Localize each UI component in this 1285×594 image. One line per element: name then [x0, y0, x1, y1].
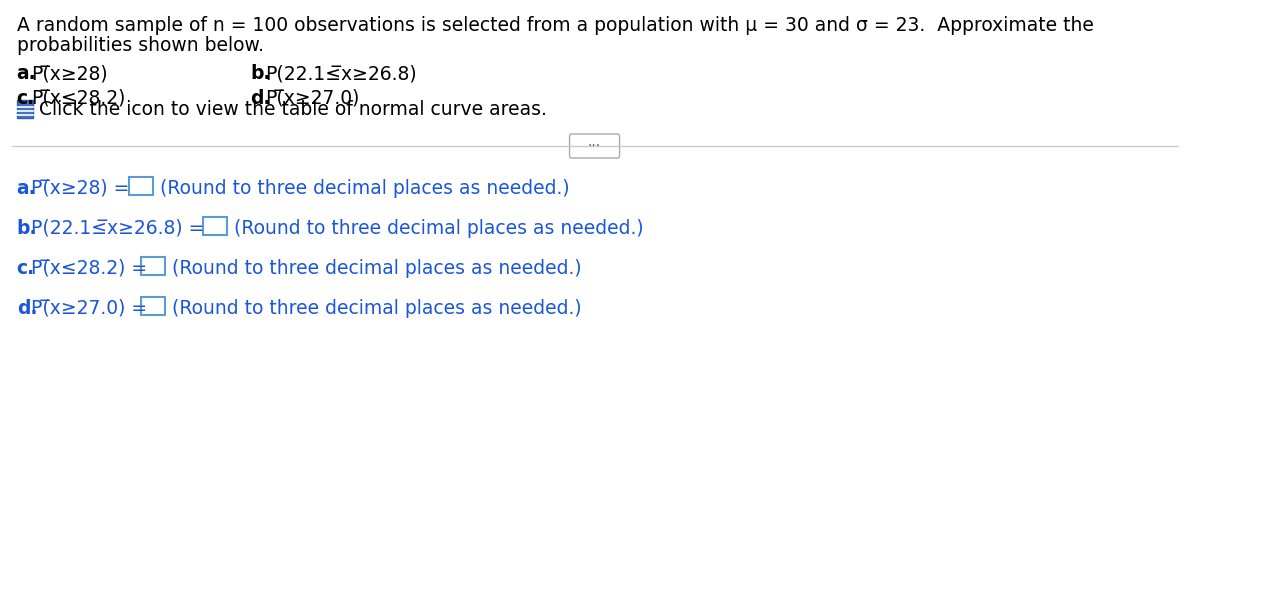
Text: d.: d.	[251, 89, 271, 108]
Text: Click the icon to view the table of normal curve areas.: Click the icon to view the table of norm…	[39, 100, 547, 119]
FancyBboxPatch shape	[17, 100, 33, 118]
FancyBboxPatch shape	[569, 134, 619, 158]
Text: P(̅x≤28.2) =: P(̅x≤28.2) =	[32, 259, 148, 278]
Text: A random sample of n = 100 observations is selected from a population with μ = 3: A random sample of n = 100 observations …	[17, 16, 1094, 35]
Text: (Round to three decimal places as needed.): (Round to three decimal places as needed…	[161, 179, 569, 198]
Text: (Round to three decimal places as needed.): (Round to three decimal places as needed…	[172, 259, 582, 278]
Text: d.: d.	[17, 299, 37, 318]
Text: P(̅x≥27.0) =: P(̅x≥27.0) =	[32, 299, 148, 318]
Text: probabilities shown below.: probabilities shown below.	[17, 36, 263, 55]
FancyBboxPatch shape	[141, 297, 164, 315]
Text: P(̅x≥27.0): P(̅x≥27.0)	[265, 89, 360, 108]
Text: c.: c.	[17, 89, 35, 108]
Text: P(̅x≤28.2): P(̅x≤28.2)	[32, 89, 126, 108]
Text: b.: b.	[17, 219, 37, 238]
Text: (Round to three decimal places as needed.): (Round to three decimal places as needed…	[172, 299, 582, 318]
Text: P(22.1≤̅x≥26.8) =: P(22.1≤̅x≥26.8) =	[32, 219, 204, 238]
Text: a.: a.	[17, 179, 36, 198]
Text: b.: b.	[251, 64, 271, 83]
Text: (Round to three decimal places as needed.): (Round to three decimal places as needed…	[234, 219, 644, 238]
Text: a.: a.	[17, 64, 36, 83]
Text: P(̅x≥28): P(̅x≥28)	[32, 64, 108, 83]
FancyBboxPatch shape	[128, 177, 153, 195]
Text: ···: ···	[589, 139, 601, 153]
Text: P(̅x≥28) =: P(̅x≥28) =	[32, 179, 130, 198]
FancyBboxPatch shape	[203, 217, 227, 235]
Text: P(22.1≤̅x≥26.8): P(22.1≤̅x≥26.8)	[265, 64, 416, 83]
FancyBboxPatch shape	[141, 257, 164, 275]
Text: c.: c.	[17, 259, 35, 278]
